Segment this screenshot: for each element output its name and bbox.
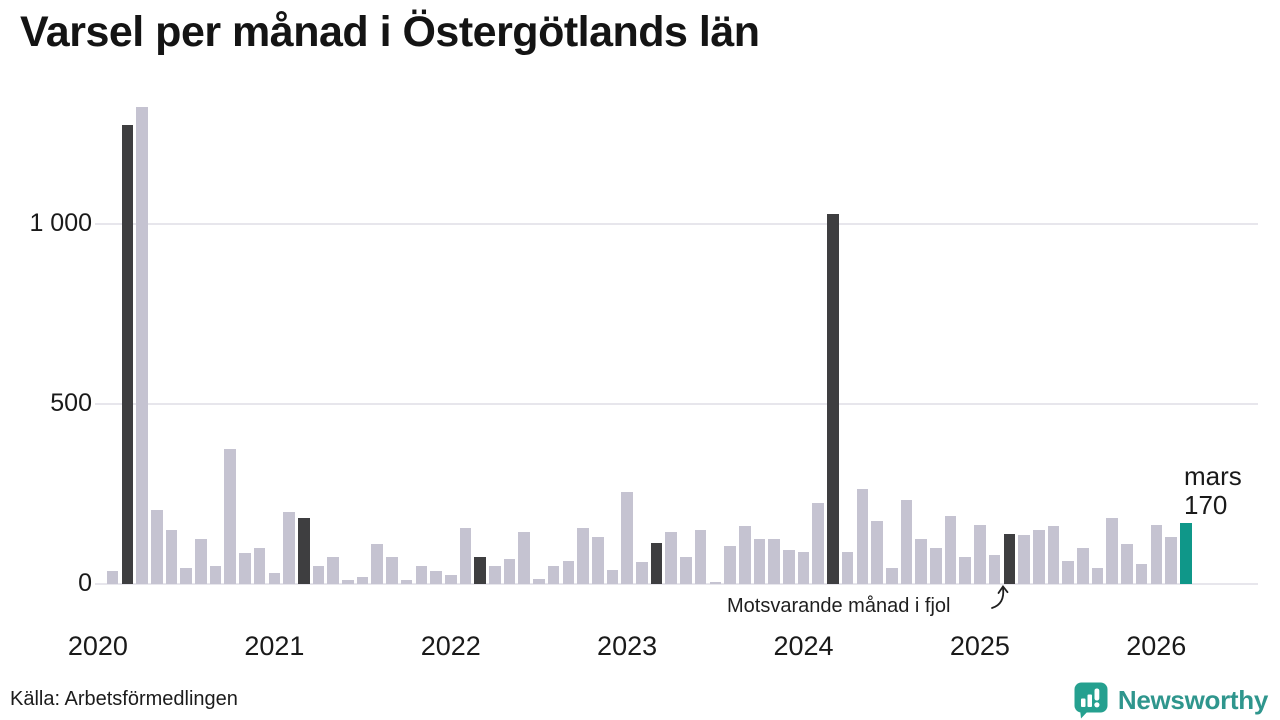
bar-2022-08	[547, 566, 560, 584]
bar-2025-03	[1003, 533, 1016, 584]
bar-2025-07	[1062, 560, 1074, 584]
bar-2026-03	[1179, 522, 1192, 584]
gridline-1000	[95, 223, 1258, 226]
bar-2023-02	[636, 562, 648, 584]
x-axis-year-2020: 2020	[67, 631, 128, 661]
bar-2022-06	[518, 531, 531, 584]
bar-2025-12	[1135, 564, 1148, 584]
bar-2020-03	[121, 125, 134, 584]
newsworthy-logo-icon	[1074, 682, 1108, 719]
bar-2024-09	[915, 539, 927, 584]
x-axis-year-2026: 2026	[1126, 631, 1187, 661]
last-point-label: mars 170	[1184, 462, 1242, 520]
bar-2025-04	[1018, 535, 1030, 584]
bar-2023-03	[650, 542, 663, 584]
bar-2024-01	[797, 551, 810, 584]
bar-2024-12	[959, 557, 972, 584]
bar-2023-05	[680, 557, 692, 584]
bar-2022-09	[562, 560, 575, 584]
bar-2024-04	[841, 551, 854, 584]
y-axis-tick-1000: 1 000	[29, 209, 92, 238]
bar-2021-12	[430, 571, 442, 584]
bar-2024-06	[871, 521, 883, 584]
last-point-value: 170	[1184, 490, 1228, 520]
bar-2024-08	[900, 499, 913, 584]
bar-2020-05	[150, 510, 163, 584]
bar-2021-07	[356, 576, 369, 584]
bar-2023-01	[621, 492, 633, 584]
bar-2020-12	[253, 548, 266, 584]
bar-2021-05	[327, 557, 339, 584]
annotation-label: Motsvarande månad i fjol	[727, 595, 951, 617]
x-axis-year-2022: 2022	[420, 631, 481, 661]
bar-2020-06	[165, 530, 178, 584]
source-label: Källa: Arbetsförmedlingen	[10, 688, 238, 710]
x-axis-year-2025: 2025	[949, 631, 1010, 661]
bar-2024-10	[930, 548, 942, 584]
bar-2025-02	[988, 555, 1001, 584]
bar-2021-04	[312, 566, 325, 584]
newsworthy-logo[interactable]: Newsworthy	[1073, 680, 1268, 720]
bar-2023-10	[753, 539, 766, 584]
bar-2024-07	[885, 567, 898, 584]
x-axis-year-2023: 2023	[597, 631, 658, 661]
bar-2024-11	[944, 515, 957, 584]
x-axis-year-2024: 2024	[773, 631, 834, 661]
newsworthy-logo-text: Newsworthy	[1117, 684, 1268, 715]
bar-2021-11	[415, 566, 428, 584]
bar-2024-02	[812, 503, 825, 584]
bar-2020-02	[106, 571, 119, 584]
bar-2025-05	[1032, 530, 1045, 584]
gridline-500	[95, 403, 1258, 406]
bar-2023-09	[738, 526, 751, 584]
bar-2020-09	[209, 566, 222, 584]
bar-2025-08	[1077, 548, 1089, 584]
bar-2023-07	[709, 582, 722, 584]
bar-2025-11	[1121, 544, 1133, 584]
bar-2025-10	[1106, 517, 1119, 584]
bar-2023-11	[768, 539, 780, 584]
bar-2020-08	[195, 539, 207, 584]
bar-2024-05	[856, 488, 869, 584]
bar-2021-02	[283, 512, 295, 584]
bar-2022-10	[577, 528, 589, 584]
bar-2021-01	[268, 573, 281, 584]
bar-2025-09	[1091, 567, 1104, 584]
page-title: Varsel per månad i Östergötlands län	[20, 8, 760, 56]
bar-2020-07	[180, 567, 192, 584]
annotation-arrow-icon	[991, 584, 1009, 609]
bar-2022-02	[459, 528, 472, 584]
bar-2026-01	[1150, 524, 1163, 584]
bar-2023-08	[724, 546, 736, 584]
bar-2023-06	[694, 530, 707, 584]
bar-2023-04	[665, 531, 678, 584]
bar-2021-09	[386, 557, 398, 584]
bar-2023-12	[783, 549, 795, 584]
y-axis-tick-500: 500	[50, 389, 92, 418]
bar-2022-04	[489, 566, 501, 584]
gridline-0	[95, 583, 1258, 585]
bar-2022-05	[503, 558, 516, 584]
last-point-month: mars	[1184, 461, 1242, 491]
bar-2020-10	[224, 449, 237, 584]
bar-2024-03	[827, 213, 839, 584]
y-axis-tick-0: 0	[78, 569, 92, 597]
bar-2022-01	[444, 575, 457, 584]
bar-2022-03	[474, 557, 486, 584]
bar-2021-03	[297, 517, 310, 584]
bar-2020-04	[136, 107, 148, 584]
bar-2020-11	[239, 553, 251, 584]
bar-2021-08	[371, 544, 384, 584]
bar-2022-07	[533, 578, 545, 584]
bar-2022-12	[606, 569, 619, 584]
bar-2025-01	[974, 524, 986, 584]
bar-2022-11	[591, 537, 604, 584]
bar-2021-06	[342, 580, 354, 584]
x-axis-year-2021: 2021	[244, 631, 305, 661]
bar-2026-02	[1165, 537, 1177, 584]
bar-2025-06	[1047, 526, 1060, 584]
bar-2021-10	[400, 580, 413, 584]
